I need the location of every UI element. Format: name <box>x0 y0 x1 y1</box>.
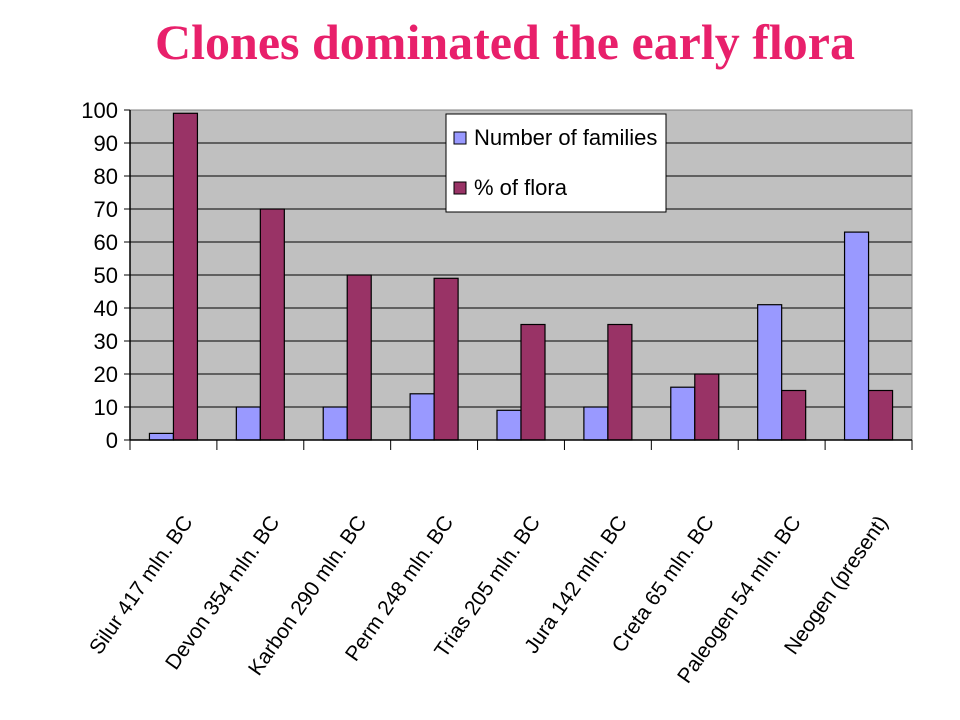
bar-percent-of-flora <box>867 389 894 441</box>
y-tick-label: 90 <box>94 131 118 156</box>
bar-number-of-families <box>322 406 348 441</box>
y-axis: 0 10 20 30 40 50 60 70 80 90 100 <box>81 98 131 453</box>
bar-number-of-families <box>148 432 175 441</box>
y-tick-label: 80 <box>94 164 118 189</box>
y-tick-label: 100 <box>81 98 118 123</box>
bar-number-of-families <box>583 406 609 441</box>
legend-swatch-number-of-families <box>453 131 467 145</box>
legend-label: Number of families <box>474 125 657 150</box>
bar-percent-of-flora <box>259 208 285 441</box>
y-tick-label: 30 <box>94 329 118 354</box>
y-tick-label: 70 <box>94 197 118 222</box>
bar-number-of-families <box>496 409 522 441</box>
bar-number-of-families <box>843 231 870 441</box>
bar-percent-of-flora <box>781 389 807 441</box>
y-tick-label: 20 <box>94 362 118 387</box>
legend-label: % of flora <box>474 175 568 200</box>
y-tick-label: 60 <box>94 230 118 255</box>
y-tick-label: 50 <box>94 263 118 288</box>
y-tick-label: 10 <box>94 395 118 420</box>
bar-percent-of-flora <box>520 323 546 441</box>
bar-number-of-families <box>235 406 261 441</box>
y-tick-label: 0 <box>106 428 118 453</box>
y-tick-label: 40 <box>94 296 118 321</box>
bar-number-of-families <box>409 393 435 441</box>
bars <box>148 112 894 441</box>
legend: Number of families % of flora <box>445 113 667 213</box>
bar-percent-of-flora <box>694 373 720 441</box>
bar-percent-of-flora <box>433 277 459 441</box>
legend-box <box>445 113 667 213</box>
bar-percent-of-flora <box>607 323 633 441</box>
bar-number-of-families <box>670 386 696 441</box>
slide-title: Clones dominated the early flora <box>155 14 855 70</box>
bar-percent-of-flora <box>172 112 199 441</box>
bar-percent-of-flora <box>346 274 372 441</box>
bar-number-of-families <box>757 304 783 441</box>
legend-swatch-percent-of-flora <box>453 181 467 195</box>
